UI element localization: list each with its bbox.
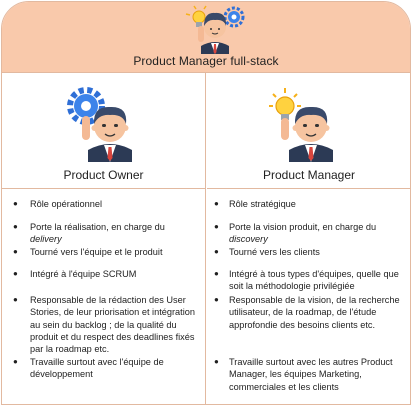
bullet-icon: ● — [214, 247, 219, 256]
bullet-icon: ● — [13, 222, 18, 231]
list-item-text: Tourné vers les clients — [229, 247, 320, 257]
list-item-text: Porte la réalisation, en charge du deliv… — [30, 222, 165, 245]
comparison-diagram: Product Manager full-stack Product Owner… — [1, 1, 411, 405]
diagram-title: Product Manager full-stack — [133, 54, 279, 68]
bullet-icon: ● — [214, 295, 219, 304]
manager-with-bulb-and-gear-icon — [185, 5, 245, 54]
product-manager-column: Product Manager ● Rôle stratégique ● Por… — [207, 72, 410, 404]
manager-with-gear-icon — [67, 87, 132, 162]
divider — [207, 188, 410, 189]
list-item-text: Rôle opérationnel — [30, 199, 103, 209]
bullet-icon: ● — [13, 199, 18, 208]
list-item-text: Travaille surtout avec l'équipe de dével… — [30, 357, 164, 380]
list-item-text: Intégré à tous types d'équipes, quelle q… — [229, 269, 399, 292]
list-item-text: Intégré à l'équipe SCRUM — [30, 269, 137, 279]
list-item-text: Travaille surtout avec les autres Produc… — [229, 357, 393, 392]
lightbulb-icon — [269, 88, 301, 120]
bullet-icon: ● — [13, 269, 18, 278]
bullet-icon: ● — [214, 269, 219, 278]
bullet-icon: ● — [13, 295, 18, 304]
bullet-icon: ● — [214, 222, 219, 231]
header: Product Manager full-stack — [2, 2, 410, 73]
lightbulb-icon — [185, 5, 207, 27]
manager-with-lightbulb-icon — [269, 88, 333, 162]
emphasis-text: delivery — [30, 234, 62, 245]
list-item-text: Porte la vision produit, en charge du di… — [229, 222, 377, 245]
bullet-icon: ● — [214, 199, 219, 208]
list-item-text: Responsable de la vision, de la recherch… — [229, 295, 400, 330]
product-owner-title: Product Owner — [63, 168, 144, 182]
bullet-icon: ● — [13, 357, 18, 366]
list-item-text: Rôle stratégique — [229, 199, 296, 209]
gear-icon — [67, 87, 105, 125]
bullet-icon: ● — [13, 247, 18, 256]
product-owner-column: Product Owner ● Rôle opérationnel ● Port… — [2, 72, 206, 404]
list-item-text: Responsable de la rédaction des User Sto… — [30, 295, 195, 355]
list-item-text: Tourné vers l'équipe et le produit — [30, 247, 163, 257]
bullet-icon: ● — [214, 357, 219, 366]
divider — [2, 188, 205, 189]
gear-icon — [223, 6, 245, 28]
product-manager-title: Product Manager — [262, 168, 356, 182]
emphasis-text: discovery — [229, 234, 268, 245]
